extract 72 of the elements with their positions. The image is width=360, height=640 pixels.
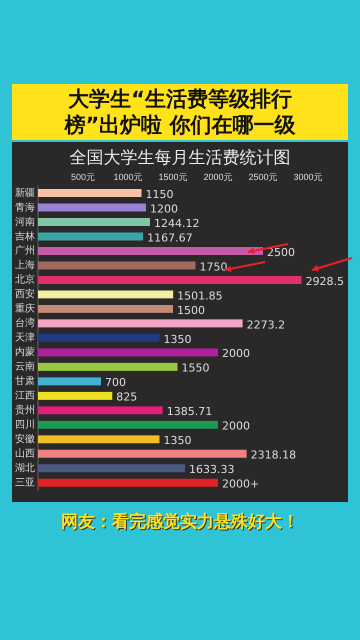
data-label: 1150 (146, 188, 174, 201)
x-tick-label: 500元 (70, 172, 96, 182)
y-tick-label: 上海 (15, 259, 35, 272)
bar (38, 406, 163, 414)
y-tick-label: 江西 (15, 390, 35, 402)
chart-subtitle: 全国大学生每月生活费统计图 (68, 147, 292, 169)
data-label: 1750 (200, 260, 228, 274)
bar (38, 218, 150, 226)
bar (38, 478, 218, 487)
bar (38, 420, 218, 429)
chart-title: 大学生“生活费等级排行榜”出炉啦 你们在哪一级 (12, 84, 348, 140)
bar (38, 362, 178, 371)
data-label: 1350 (164, 332, 192, 346)
bar (38, 304, 173, 313)
data-label: 2000 (222, 420, 250, 433)
y-tick-label: 新疆 (15, 186, 35, 199)
y-tick-label: 安徽 (15, 433, 35, 446)
y-tick-label: 北京 (15, 274, 35, 286)
bar (38, 319, 243, 328)
x-tick-label: 1000元 (113, 172, 143, 182)
bar (38, 450, 247, 458)
data-label: 1385.71 (166, 405, 212, 418)
data-label: 1550 (182, 362, 210, 375)
bar (38, 276, 302, 284)
y-tick-label: 重庆 (15, 302, 35, 315)
y-tick-label: 云南 (15, 360, 35, 373)
y-tick-label: 贵州 (15, 404, 35, 416)
y-tick-label: 西安 (15, 288, 35, 300)
bar (38, 392, 112, 400)
y-tick-label: 山西 (15, 448, 35, 460)
x-tick-label: 2000元 (203, 172, 233, 182)
text: 网友：看完感觉实力悬殊好大！ (60, 511, 300, 533)
y-tick-label: 四川 (15, 418, 35, 431)
bar (38, 189, 142, 198)
y-tick-label: 广州 (15, 244, 35, 257)
bar (38, 290, 174, 298)
y-tick-label: 天津 (15, 332, 35, 344)
bar (38, 261, 196, 270)
data-label: 2500 (267, 246, 295, 259)
y-tick-label: 台湾 (15, 317, 35, 330)
y-tick-label: 河南 (15, 216, 35, 228)
data-label: 2000+ (222, 478, 260, 491)
y-tick-label: 内蒙 (15, 346, 35, 358)
y-tick-label: 甘肃 (15, 375, 35, 388)
data-label: 700 (105, 376, 126, 390)
x-tick-label: 3000元 (293, 172, 323, 182)
bar (38, 204, 146, 212)
data-label: 1244.12 (154, 216, 200, 230)
x-tick-label: 2500元 (248, 172, 278, 182)
data-label: 2318.18 (250, 448, 296, 462)
data-label: 2000 (222, 347, 250, 360)
bar (38, 435, 160, 444)
bar (38, 348, 218, 356)
bar (38, 232, 144, 240)
data-label: 1501.85 (177, 289, 223, 302)
data-label: 1633.33 (189, 463, 234, 476)
bar (38, 247, 263, 255)
y-tick-label: 吉林 (15, 230, 35, 242)
data-label: 825 (116, 390, 138, 404)
bar (38, 377, 101, 386)
data-label: 1350 (164, 434, 192, 448)
data-label: 1200 (150, 202, 178, 216)
y-tick-label: 三亚 (15, 478, 35, 489)
y-tick-label: 湖北 (15, 462, 35, 474)
data-label: 1500 (177, 304, 205, 317)
data-label: 2928.5 (306, 274, 344, 288)
y-tick-label: 青海 (15, 201, 35, 214)
bar (38, 334, 160, 342)
data-label: 1167.67 (147, 231, 193, 244)
data-label: 2273.2 (246, 318, 286, 332)
x-tick-label: 1500元 (158, 172, 188, 182)
bar (38, 464, 185, 472)
